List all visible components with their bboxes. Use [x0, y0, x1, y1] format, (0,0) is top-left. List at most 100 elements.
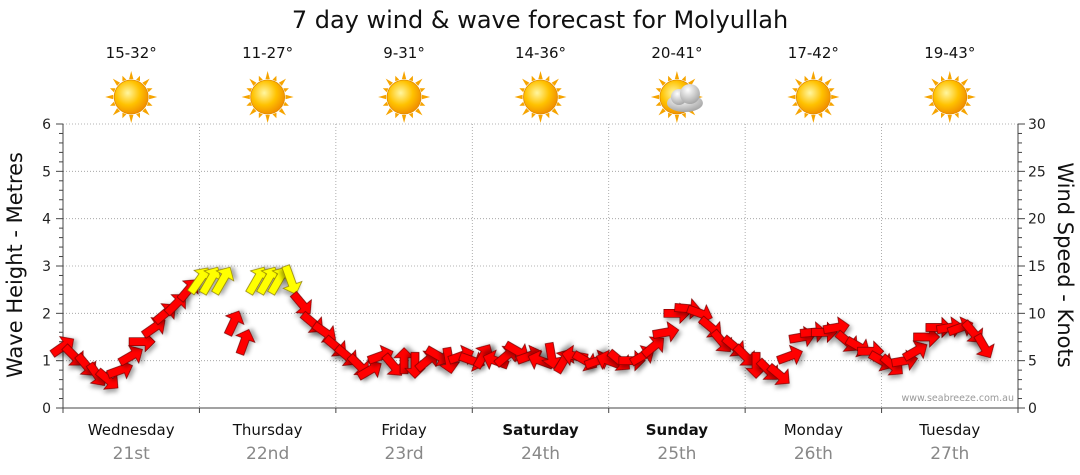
sun-ray	[415, 78, 423, 86]
wind-arrow-strong	[198, 266, 223, 296]
right-axis-ticks: 0 5 10 15 20 25 30	[1028, 117, 1046, 417]
wind-arrow-shape	[732, 343, 755, 366]
wind-arrow-series	[49, 264, 995, 390]
sun-ray	[112, 78, 121, 86]
wind-arrow	[913, 326, 941, 348]
sun-ray	[382, 88, 389, 93]
wind-arrow-shape	[913, 326, 941, 348]
chart-title: 7 day wind & wave forecast for Molyullah	[292, 6, 788, 34]
temperature-label: 19-43°	[924, 44, 975, 62]
sun-ray	[655, 101, 662, 106]
sun-ray	[824, 108, 832, 116]
sun-ray	[285, 94, 294, 100]
temperature-label: 14-36°	[515, 44, 566, 62]
sun-ray	[804, 112, 809, 119]
sun-disc	[932, 79, 968, 115]
right-tick-label: 30	[1028, 117, 1046, 133]
wind-arrow	[223, 310, 245, 337]
right-tick-label: 0	[1028, 401, 1037, 417]
sun-ray	[415, 108, 423, 116]
left-axis-ticks: 0 1 2 3 4 5 6	[42, 117, 51, 417]
right-axis-label: Wind Speed - Knots	[1053, 162, 1077, 367]
sun-ray	[668, 75, 673, 82]
day-name-label: Thursday	[232, 421, 303, 439]
sun-ray	[378, 94, 387, 100]
wind-arrow	[49, 336, 75, 358]
sun-ray	[385, 78, 393, 86]
sun-ray	[385, 108, 393, 116]
sun-ray	[923, 94, 932, 100]
sun-ray	[674, 114, 680, 123]
sun-ray	[681, 75, 686, 82]
wind-arrow-shape	[640, 336, 665, 359]
wind-arrow-shape	[49, 336, 75, 358]
sun-ray	[110, 101, 116, 106]
wind-arrow	[822, 316, 850, 338]
sun-ray	[960, 78, 969, 86]
sun-ray	[658, 108, 666, 116]
sun-ray	[824, 78, 832, 86]
temperature-row: 15-32° 11-27° 9-31° 14-36° 20-41° 17-42° 19-43…	[106, 44, 976, 62]
wind-arrow-shape	[211, 266, 235, 296]
sun-ray	[965, 101, 971, 106]
sun-ray	[556, 88, 562, 93]
sun-ray	[538, 114, 543, 123]
sun-ray	[283, 88, 289, 93]
sun-ray	[960, 108, 969, 116]
sun-icon	[105, 71, 158, 123]
sun-ray	[545, 75, 550, 82]
day-date-label: 27th	[930, 444, 969, 464]
sun-ray	[258, 112, 263, 119]
sun-ray	[265, 71, 270, 80]
day-name-label: Sunday	[646, 421, 709, 439]
sun-ray	[122, 112, 127, 119]
sun-ray	[650, 94, 660, 100]
sun-disc	[386, 79, 422, 115]
sun-ray	[283, 101, 289, 106]
wind-arrow-shape	[223, 310, 245, 337]
day-labels: Wednesday 21st Thursday 22nd Friday 23rd Satur…	[88, 421, 981, 464]
sun-ray	[241, 94, 250, 100]
sun-ray	[146, 101, 153, 106]
wind-arrow	[766, 362, 790, 385]
sun-ray	[947, 114, 952, 123]
temperature-label: 9-31°	[383, 44, 425, 62]
sun-rays	[378, 71, 431, 123]
sun-icon	[514, 71, 567, 123]
left-tick-label: 4	[42, 212, 51, 228]
sun-ray	[681, 112, 686, 119]
sun-ray	[401, 71, 407, 80]
wind-arrow	[381, 352, 404, 376]
weather-icon-row	[105, 71, 976, 123]
left-tick-label: 2	[42, 306, 51, 322]
sun-ray	[112, 108, 121, 116]
sun-ray	[136, 112, 140, 119]
right-tick-label: 5	[1028, 354, 1037, 370]
sun-ray	[122, 75, 127, 82]
sun-disc	[113, 79, 149, 115]
wind-arrow	[732, 343, 755, 366]
left-tick-label: 5	[42, 164, 51, 180]
sun-ray	[928, 101, 935, 106]
sun-ray	[272, 112, 277, 119]
left-tick-label: 3	[42, 259, 51, 275]
sun-ray	[795, 78, 803, 86]
wind-arrow-shape	[281, 264, 303, 295]
day-name-label: Saturday	[502, 421, 579, 439]
sun-ray	[818, 112, 823, 119]
sun-ray	[421, 94, 431, 100]
wind-arrow-shape	[94, 367, 119, 390]
sun-rays	[105, 71, 158, 123]
wind-arrow-shape	[245, 266, 269, 296]
sun-ray	[545, 112, 550, 119]
sun-ray	[531, 75, 536, 82]
sun-ray	[928, 88, 935, 93]
right-tick-label: 10	[1028, 306, 1046, 322]
sun-ray	[382, 101, 389, 106]
sun-ray	[149, 94, 158, 100]
day-date-label: 22nd	[246, 444, 289, 464]
sun-cloud-icon	[650, 71, 703, 123]
sun-ray	[408, 75, 413, 82]
sun-ray	[408, 112, 413, 119]
